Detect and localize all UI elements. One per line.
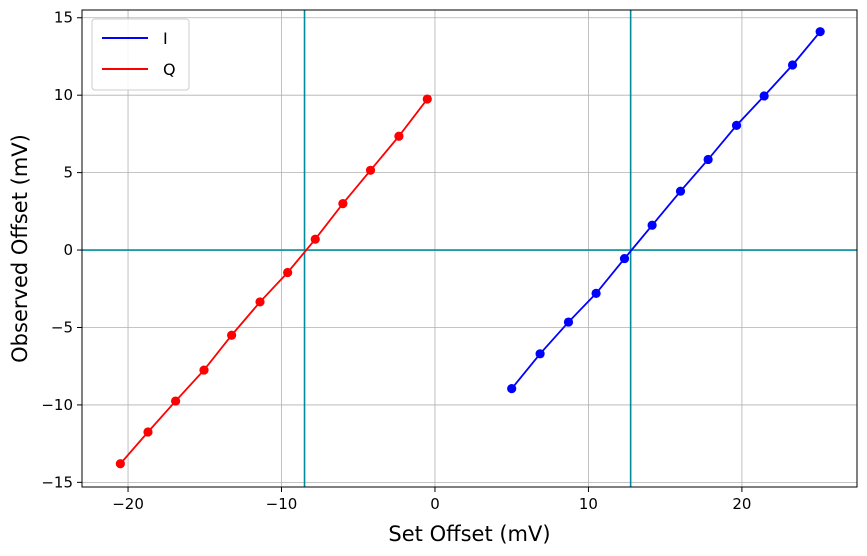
data-point-q (365, 165, 376, 175)
data-point-q (422, 94, 432, 104)
x-tick-label: 20 (732, 495, 751, 513)
series-line-i (511, 31, 821, 390)
series-line-q (119, 98, 429, 465)
data-point-i (731, 120, 742, 130)
y-axis-ticks: −15 −10 −5 0 5 10 15 (41, 9, 82, 491)
data-point-i (815, 27, 825, 37)
data-point-q (115, 459, 125, 469)
data-point-q (338, 198, 348, 209)
data-point-q (310, 234, 320, 244)
y-axis-label: Observed Offset (mV) (8, 134, 32, 363)
data-point-i (619, 253, 630, 264)
y-tick-label: 5 (63, 164, 73, 182)
series-layer (115, 27, 825, 469)
series-i (507, 27, 825, 394)
data-point-i (759, 91, 769, 101)
data-point-q (171, 396, 181, 406)
grid (82, 10, 857, 487)
legend-box (91, 18, 190, 91)
x-axis-label: Set Offset (mV) (388, 522, 550, 546)
data-point-i (535, 349, 545, 359)
data-point-i (507, 384, 517, 394)
y-tick-label: −15 (41, 473, 73, 491)
data-point-i (703, 154, 713, 165)
data-point-q (394, 131, 404, 141)
data-point-i (591, 288, 601, 299)
y-tick-label: 0 (63, 241, 73, 259)
data-point-i (787, 60, 798, 70)
data-point-q (283, 267, 293, 278)
y-tick-label: −10 (41, 396, 73, 414)
reference-lines (82, 10, 857, 487)
x-tick-label: −10 (266, 495, 298, 513)
data-point-q (199, 365, 209, 375)
x-tick-label: 10 (579, 495, 598, 513)
y-tick-label: 15 (54, 9, 73, 27)
y-tick-label: −5 (51, 318, 73, 336)
x-axis-ticks: −20 −10 0 10 20 (112, 487, 751, 513)
x-tick-label: −20 (112, 495, 144, 513)
data-point-q (227, 330, 237, 340)
series-q (115, 94, 432, 469)
data-point-q (143, 427, 153, 437)
legend: I Q (91, 18, 190, 91)
data-point-q (255, 297, 265, 307)
plot-frame (81, 9, 858, 488)
legend-label-q: Q (163, 60, 176, 79)
legend-label-i: I (163, 29, 168, 48)
data-point-i (675, 186, 686, 196)
x-tick-label: 0 (430, 495, 440, 513)
y-tick-label: 10 (54, 86, 73, 104)
data-point-i (647, 220, 657, 230)
data-point-i (563, 317, 574, 327)
